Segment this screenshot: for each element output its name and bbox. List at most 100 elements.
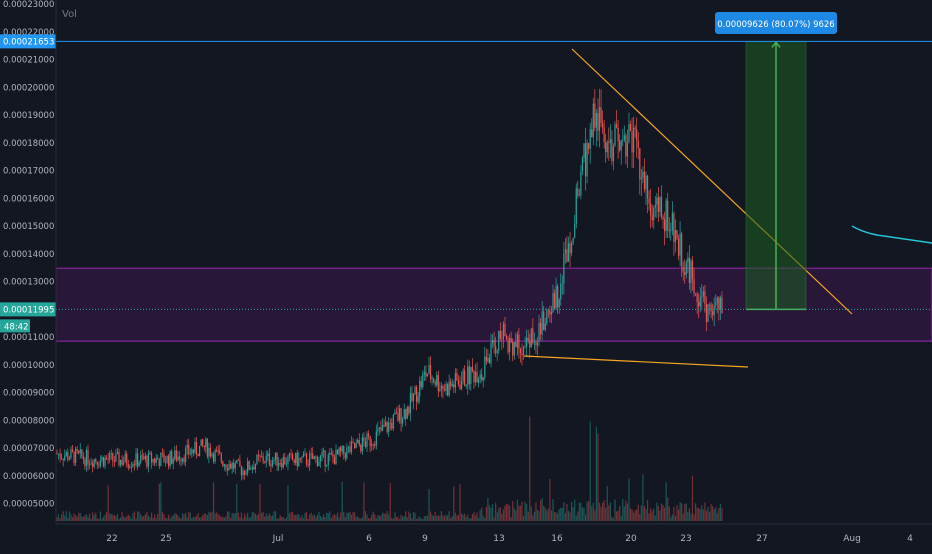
volume-bar <box>313 514 315 521</box>
volume-bar <box>586 501 588 521</box>
candle <box>524 336 526 349</box>
candle <box>355 439 357 449</box>
candle <box>85 446 88 472</box>
candle <box>330 447 332 456</box>
volume-bar <box>209 512 212 521</box>
candle <box>253 460 255 470</box>
candle <box>481 368 483 383</box>
volume-bar <box>164 517 167 521</box>
candle <box>169 450 171 469</box>
candle <box>185 445 187 467</box>
volume-bars <box>56 416 723 521</box>
volume-bar <box>681 503 683 521</box>
candle <box>59 448 61 463</box>
volume-bar <box>240 512 243 521</box>
candle <box>420 376 422 390</box>
candle <box>324 450 326 473</box>
volume-bar <box>544 507 546 521</box>
volume-bar <box>261 512 263 521</box>
volume-bar <box>152 517 154 521</box>
volume-bar <box>185 512 187 521</box>
volume-bar <box>116 513 119 521</box>
volume-bar <box>374 514 376 521</box>
candle <box>400 407 402 432</box>
volume-bar <box>713 509 715 521</box>
volume-bar <box>81 516 83 521</box>
volume-bar <box>262 512 264 521</box>
volume-bar <box>371 515 373 521</box>
volume-bar <box>259 483 261 521</box>
x-tick-label: 22 <box>106 534 117 544</box>
volume-bar <box>189 512 191 521</box>
volume-bar <box>251 512 253 521</box>
candle <box>383 419 385 428</box>
volume-bar <box>191 518 193 521</box>
candle <box>101 455 103 463</box>
y-tick-label: 0.00008000 <box>3 416 54 426</box>
x-tick-label: Jul <box>272 534 284 544</box>
volume-bar <box>588 501 590 521</box>
y-tick-label: 0.00023000 <box>3 0 54 10</box>
volume-bar <box>220 516 222 521</box>
volume-bar <box>493 516 495 521</box>
volume-bar <box>634 510 636 521</box>
volume-bar <box>172 515 174 521</box>
candle <box>161 448 163 458</box>
candle <box>172 456 174 470</box>
candle <box>622 128 624 147</box>
candle <box>346 443 348 460</box>
candle <box>377 421 379 437</box>
volume-bar <box>602 502 604 521</box>
candle <box>447 382 449 397</box>
volume-bar <box>309 514 311 521</box>
candle <box>81 449 83 459</box>
candle <box>515 332 517 348</box>
volume-bar <box>192 517 194 521</box>
volume-bar <box>203 513 205 521</box>
candle <box>453 380 455 393</box>
volume-bar <box>226 511 229 521</box>
candle <box>682 261 684 281</box>
volume-bar <box>73 513 75 521</box>
candle <box>212 451 215 464</box>
volume-bar <box>319 516 322 521</box>
volume-bar <box>290 511 292 521</box>
candle <box>178 451 181 465</box>
candle <box>209 443 212 459</box>
volume-bar <box>529 416 531 521</box>
candle <box>256 454 258 466</box>
candle <box>536 336 539 356</box>
candle <box>138 460 140 468</box>
volume-bar <box>231 513 233 521</box>
candle <box>84 456 86 470</box>
candle <box>485 348 487 365</box>
volume-bar <box>113 514 115 521</box>
candle <box>64 449 66 462</box>
candle <box>665 197 667 239</box>
volume-bar <box>59 518 61 521</box>
candle <box>402 416 404 428</box>
candle <box>307 459 309 468</box>
volume-bar <box>268 513 270 521</box>
candle <box>113 455 115 467</box>
volume-bar <box>68 511 70 521</box>
volume-bar <box>629 508 632 521</box>
candle <box>560 273 562 306</box>
volume-bar <box>205 513 207 521</box>
candle <box>205 436 207 454</box>
candle <box>112 452 114 468</box>
candle <box>199 445 201 457</box>
volume-bar <box>158 483 160 521</box>
volume-bar <box>609 502 611 521</box>
x-tick-label: 13 <box>493 534 504 544</box>
candle <box>608 127 610 161</box>
candle <box>712 303 714 321</box>
lower-trendline[interactable] <box>523 355 749 368</box>
candle <box>206 437 208 459</box>
volume-bar <box>212 482 215 521</box>
y-tick-label: 0.00015000 <box>3 222 54 232</box>
volume-label: Vol <box>62 9 77 20</box>
volume-bar <box>326 512 328 521</box>
